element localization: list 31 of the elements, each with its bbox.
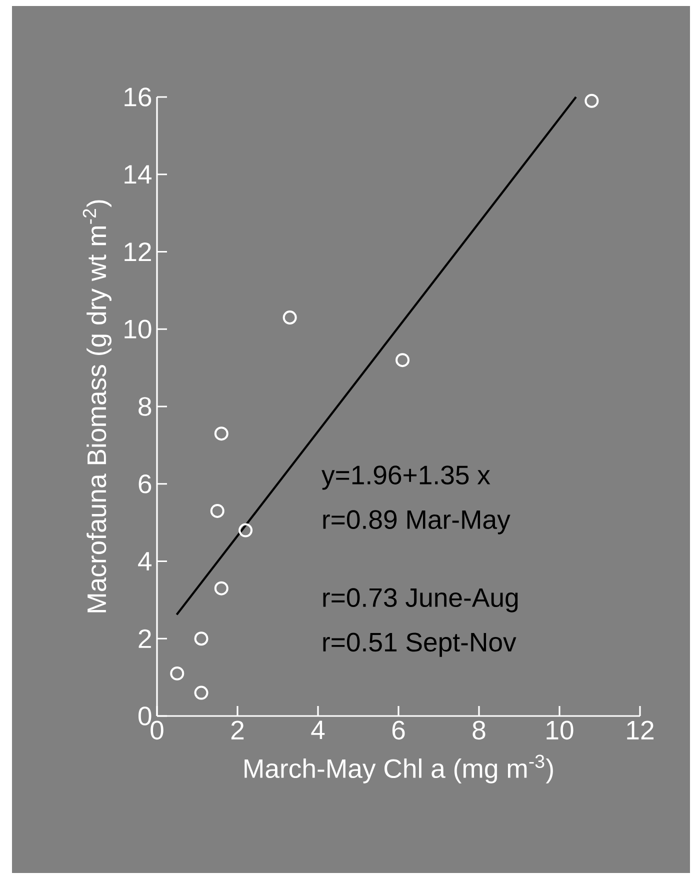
x-axis-title: March-May Chl a (mg m$^{-3}$) — [244, 754, 553, 784]
x-tick-label: 2 — [231, 720, 244, 740]
x-tick-label: 10 — [546, 720, 574, 740]
y-tick-label: 4 — [138, 552, 152, 570]
y-tick-label: 10 — [124, 320, 152, 339]
point — [194, 632, 208, 646]
y-tick-label: 12 — [124, 242, 151, 262]
point — [194, 686, 208, 700]
annotation: r=0.89 Mar-May — [323, 510, 510, 534]
x-tick-label: 12 — [627, 720, 654, 740]
point — [170, 666, 184, 680]
y-tick-label: 14 — [124, 165, 152, 184]
y-tick-label: 8 — [138, 397, 152, 416]
point — [214, 581, 228, 596]
y-axis-title: Macrofauna Biomass (g dry wt m$^{-2}$) — [82, 200, 112, 612]
annotation: r=0.73 June-Aug — [323, 588, 518, 612]
point — [210, 504, 224, 518]
point — [584, 94, 599, 108]
point — [238, 523, 253, 538]
y-tick-label: 0 — [138, 706, 152, 726]
x-tick-label: 6 — [392, 720, 405, 740]
y-tick-label: 16 — [124, 88, 152, 106]
annotation: r=0.51 Sept-Nov — [323, 632, 516, 657]
x-tick-label: 8 — [472, 720, 486, 740]
x-tick-label: 4 — [311, 720, 325, 740]
y-tick-label: 6 — [138, 474, 152, 494]
point — [396, 353, 410, 368]
annotation: y=1.96+1.35 x — [322, 466, 490, 490]
point — [214, 426, 228, 441]
point — [282, 310, 297, 325]
y-tick-label: 2 — [138, 629, 151, 648]
